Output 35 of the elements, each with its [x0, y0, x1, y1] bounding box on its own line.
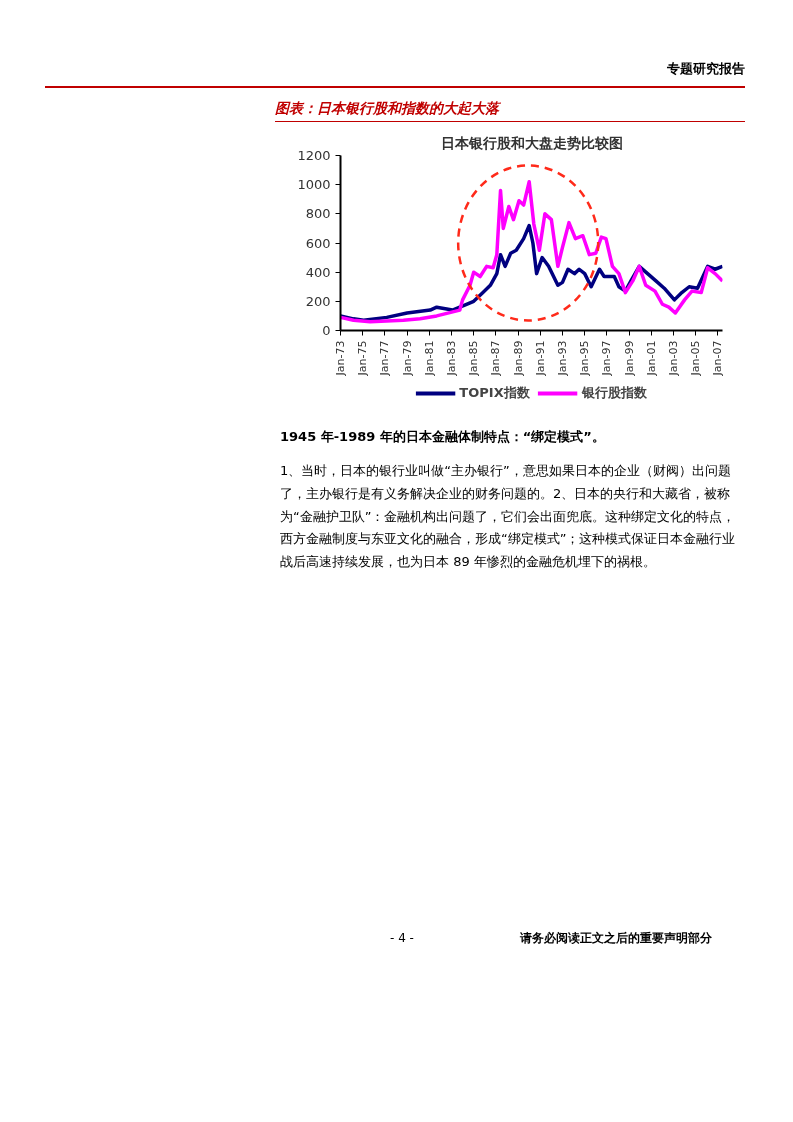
text: 1945 年-1989 年的日本金融体制特点：“绑定模式”。	[280, 428, 605, 446]
chart-title: 日本银行股和大盘走势比较图	[440, 134, 623, 151]
x-tick-label: Jan-93	[555, 340, 569, 377]
x-tick-label: Jan-99	[622, 340, 636, 377]
x-tick-label: Jan-75	[356, 340, 370, 377]
x-tick-label: Jan-73	[334, 340, 347, 377]
text: 专题研究报告	[667, 60, 745, 78]
x-tick-label: Jan-85	[467, 340, 481, 377]
y-tick-label: 200	[305, 293, 331, 309]
legend-label: TOPIX指数	[459, 384, 530, 402]
x-tick-label: Jan-81	[422, 340, 436, 377]
x-tick-label: Jan-83	[444, 340, 458, 377]
y-tick-label: 600	[305, 235, 331, 251]
text: - 4 -	[390, 930, 414, 947]
text: 请务必阅读正文之后的重要声明部分	[520, 930, 712, 947]
legend-label: 银行股指数	[581, 384, 647, 402]
y-tick-label: 0	[322, 323, 331, 338]
x-tick-label: Jan-89	[511, 340, 525, 377]
x-tick-label: Jan-07	[711, 340, 725, 377]
y-tick-label: 1000	[297, 177, 331, 193]
y-tick-label: 400	[305, 264, 331, 280]
x-tick-label: Jan-77	[378, 340, 392, 377]
x-tick-label: Jan-03	[666, 340, 680, 377]
y-tick-label: 1200	[297, 148, 331, 163]
x-tick-label: Jan-79	[400, 340, 414, 377]
x-tick-label: Jan-87	[489, 340, 503, 377]
y-tick-label: 800	[305, 206, 331, 222]
x-tick-label: Jan-91	[533, 340, 547, 377]
x-tick-label: Jan-05	[689, 340, 703, 377]
text: 图表：日本银行股和指数的大起大落	[275, 99, 499, 118]
x-tick-label: Jan-01	[644, 340, 658, 377]
x-tick-label: Jan-97	[600, 340, 614, 377]
line-series	[340, 180, 723, 324]
x-tick-label: Jan-95	[578, 340, 592, 377]
text: 1、当时，日本的银行业叫做“主办银行”，意思如果日本的企业（财阀）出问题了，主办银行是有义务解决企业的财务问题的。2、日本的央行和大藏省，被称为“金融护卫队”：金融机构出问题了，它们会出面兜底。这种绑定文化的特点，西方金融制度与东亚文化的融合，形成“绑定模式”；这种模式保证日本金融行业战后高速持续发展，也为日本 89 年惨烈的金融危机埋下的祸根。	[280, 462, 737, 571]
